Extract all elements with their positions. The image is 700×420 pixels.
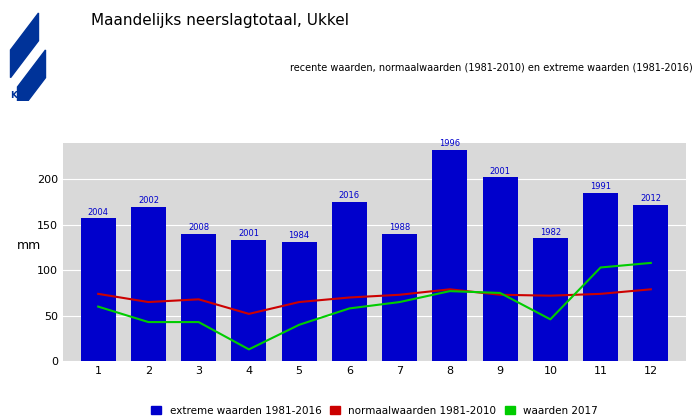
- Bar: [583, 193, 618, 361]
- Text: 1988: 1988: [339, 349, 360, 358]
- Text: 1997: 1997: [88, 349, 108, 358]
- Bar: [433, 150, 468, 361]
- Bar: [382, 234, 417, 361]
- Text: 2006: 2006: [489, 349, 511, 358]
- Bar: [281, 242, 316, 361]
- Bar: [482, 177, 518, 361]
- Text: recente waarden, normaalwaarden (1981-2010) en extreme waarden (1981-2016): recente waarden, normaalwaarden (1981-20…: [290, 63, 693, 73]
- Bar: [533, 238, 568, 361]
- Text: 1995: 1995: [540, 349, 561, 358]
- Bar: [80, 218, 116, 361]
- Text: 2004: 2004: [88, 207, 108, 217]
- Text: 1993: 1993: [188, 349, 209, 358]
- Text: 2001: 2001: [239, 229, 260, 238]
- Text: KMI: KMI: [10, 91, 30, 100]
- Bar: [634, 205, 668, 361]
- Polygon shape: [18, 50, 46, 115]
- Text: 2011: 2011: [590, 349, 611, 358]
- Text: 1984: 1984: [288, 231, 309, 240]
- Text: 1986: 1986: [138, 349, 159, 358]
- Bar: [131, 207, 166, 361]
- Text: 1996: 1996: [440, 139, 461, 148]
- Text: 2016: 2016: [640, 349, 661, 358]
- Text: 2012: 2012: [640, 194, 661, 203]
- Text: 1988: 1988: [389, 223, 410, 232]
- Legend: extreme waarden 1981-2016, normaalwaarden 1981-2010, waarden 2017: extreme waarden 1981-2016, normaalwaarde…: [150, 406, 598, 416]
- Y-axis label: mm: mm: [17, 239, 41, 252]
- Bar: [332, 202, 367, 361]
- Text: 2016: 2016: [339, 191, 360, 200]
- Text: 2007: 2007: [238, 349, 260, 358]
- Text: Maandelijks neerslagtotaal, Ukkel: Maandelijks neerslagtotaal, Ukkel: [91, 13, 349, 28]
- Text: 2002: 2002: [138, 196, 159, 205]
- Bar: [231, 240, 267, 361]
- Text: 2008: 2008: [188, 223, 209, 232]
- Bar: [181, 234, 216, 361]
- Polygon shape: [10, 13, 38, 78]
- Text: 2001: 2001: [489, 167, 510, 176]
- Text: 1983: 1983: [439, 349, 461, 358]
- Text: 1982: 1982: [540, 228, 561, 236]
- Text: 1990: 1990: [288, 349, 309, 358]
- Text: 1989: 1989: [389, 349, 410, 358]
- Text: 1991: 1991: [590, 182, 611, 191]
